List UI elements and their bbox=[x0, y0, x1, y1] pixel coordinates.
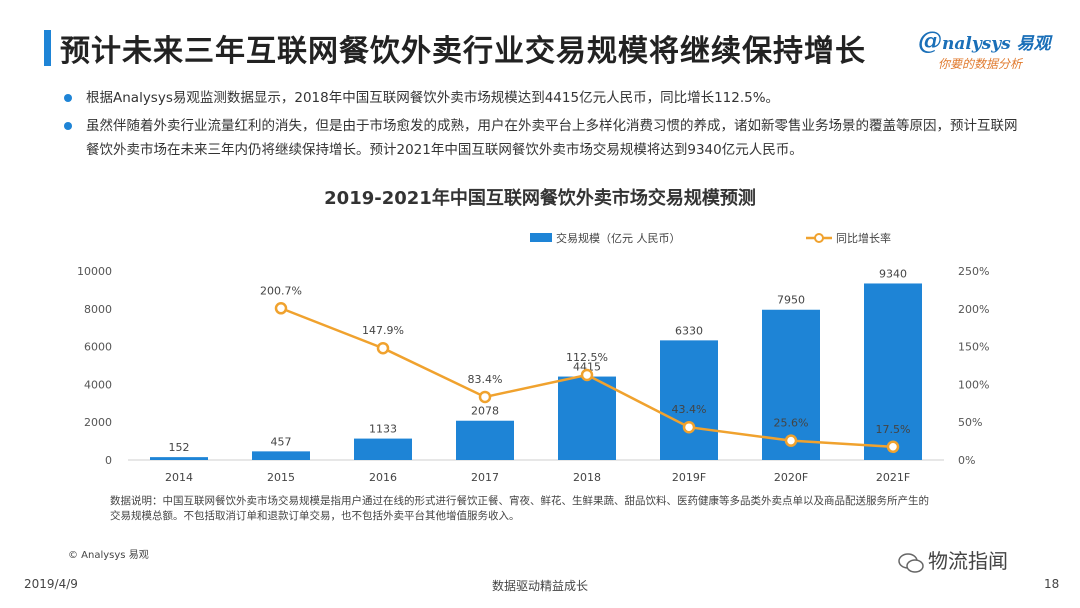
bar-value-label: 6330 bbox=[675, 324, 703, 337]
y-left-tick-label: 0 bbox=[105, 454, 112, 467]
x-tick-label: 2015 bbox=[267, 471, 295, 484]
y-right-tick-label: 100% bbox=[958, 378, 989, 391]
footer-date: 2019/4/9 bbox=[24, 577, 78, 591]
bullet-dot-icon bbox=[64, 122, 72, 130]
bar-value-label: 7950 bbox=[777, 294, 805, 307]
growth-point bbox=[682, 420, 696, 434]
copyright: © Analysys 易观 bbox=[68, 550, 149, 561]
chart-title: 2019-2021年中国互联网餐饮外卖市场交易规模预测 bbox=[324, 188, 756, 209]
logo-brand: nalysys 易观 bbox=[942, 34, 1051, 54]
y-right-tick-label: 150% bbox=[958, 341, 989, 354]
x-tick-label: 2014 bbox=[165, 471, 193, 484]
footer-slogan: 数据驱动精益成长 bbox=[491, 579, 588, 593]
bar bbox=[354, 438, 412, 460]
x-tick-label: 2021F bbox=[876, 471, 910, 484]
bullet-item: 根据Analysys易观监测数据显示，2018年中国互联网餐饮外卖市场规模达到4… bbox=[64, 86, 1024, 110]
analysys-logo: @nalysys 易观 你要的数据分析 bbox=[918, 26, 1058, 72]
legend-bar-label: 交易规模（亿元 人民币） bbox=[556, 231, 681, 245]
bullet-text: 虽然伴随着外卖行业流量红利的消失，但是由于市场愈发的成熟，用户在外卖平台上多样化… bbox=[86, 118, 1018, 158]
bullet-item: 虽然伴随着外卖行业流量红利的消失，但是由于市场愈发的成熟，用户在外卖平台上多样化… bbox=[64, 114, 1024, 162]
bar-value-label: 9340 bbox=[879, 267, 907, 280]
y-left-tick-label: 4000 bbox=[84, 378, 112, 391]
growth-value-label: 83.4% bbox=[468, 373, 503, 386]
page-title: 预计未来三年互联网餐饮外卖行业交易规模将继续保持增长 bbox=[60, 34, 866, 69]
bar-value-label: 4415 bbox=[573, 361, 601, 374]
x-tick-label: 2018 bbox=[573, 471, 601, 484]
growth-value-label: 112.5% bbox=[566, 351, 608, 364]
y-left-tick-label: 2000 bbox=[84, 416, 112, 429]
bullet-text: 根据Analysys易观监测数据显示，2018年中国互联网餐饮外卖市场规模达到4… bbox=[86, 90, 780, 106]
legend-line-marker bbox=[814, 233, 824, 243]
x-tick-label: 2016 bbox=[369, 471, 397, 484]
wechat-icon bbox=[898, 552, 924, 573]
bar bbox=[660, 340, 718, 460]
y-right-tick-label: 200% bbox=[958, 303, 989, 316]
page-number: 18 bbox=[1044, 577, 1060, 591]
bar bbox=[558, 376, 616, 460]
growth-value-label: 43.4% bbox=[672, 403, 707, 416]
growth-value-label: 17.5% bbox=[876, 423, 911, 436]
growth-value-label: 147.9% bbox=[362, 324, 404, 337]
y-left-tick-label: 10000 bbox=[77, 265, 112, 278]
bar-value-label: 2078 bbox=[471, 405, 499, 418]
y-right-tick-label: 0% bbox=[958, 454, 975, 467]
data-note: 数据说明：中国互联网餐饮外卖市场交易规模是指用户通过在线的形式进行餐饮正餐、宵夜… bbox=[110, 495, 929, 522]
wechat-watermark: 物流指闻 bbox=[898, 545, 1008, 574]
bar-value-label: 457 bbox=[271, 435, 292, 448]
bar bbox=[150, 457, 208, 460]
bullet-dot-icon bbox=[64, 94, 72, 102]
bar bbox=[456, 420, 514, 460]
growth-value-label: 200.7% bbox=[260, 284, 302, 297]
x-tick-label: 2017 bbox=[471, 471, 499, 484]
growth-point bbox=[376, 341, 390, 355]
y-right-tick-label: 50% bbox=[958, 416, 982, 429]
legend-line-label: 同比增长率 bbox=[836, 231, 891, 245]
growth-point bbox=[886, 440, 900, 454]
growth-point bbox=[580, 368, 594, 382]
summary-bullets: 根据Analysys易观监测数据显示，2018年中国互联网餐饮外卖市场规模达到4… bbox=[64, 86, 1024, 166]
bar bbox=[252, 451, 310, 460]
x-tick-label: 2019F bbox=[672, 471, 706, 484]
growth-value-label: 25.6% bbox=[774, 417, 809, 430]
wechat-name: 物流指闻 bbox=[928, 549, 1008, 573]
logo-tagline: 你要的数据分析 bbox=[938, 57, 1023, 71]
chart-plot: 交易规模（亿元 人民币） 同比增长率 0 2000 4000 6000 8000 10000 0… bbox=[77, 231, 989, 484]
growth-point bbox=[784, 434, 798, 447]
legend-bar-swatch bbox=[530, 233, 552, 242]
growth-point bbox=[478, 390, 492, 404]
y-right-tick-label: 250% bbox=[958, 265, 989, 278]
bar-value-label: 152 bbox=[169, 441, 190, 454]
bar-value-label: 1133 bbox=[369, 423, 397, 436]
title-accent-bar bbox=[44, 30, 51, 66]
x-tick-label: 2020F bbox=[774, 471, 808, 484]
bar bbox=[864, 283, 922, 460]
growth-point bbox=[274, 302, 288, 315]
y-left-tick-label: 8000 bbox=[84, 303, 112, 316]
y-left-tick-label: 6000 bbox=[84, 341, 112, 354]
